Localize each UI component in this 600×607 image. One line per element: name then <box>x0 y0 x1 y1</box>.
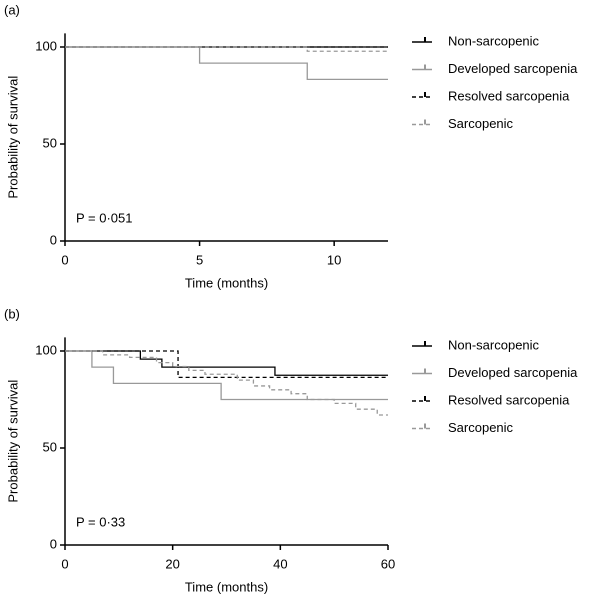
y-tick-label: 100 <box>35 38 57 53</box>
legend-label: Resolved sarcopenia <box>448 392 570 407</box>
survival-curve <box>65 350 388 379</box>
x-tick-label: 0 <box>61 252 68 267</box>
x-tick-label: 20 <box>165 556 179 571</box>
survival-curve <box>65 46 388 81</box>
x-axis-label: Time (months) <box>185 275 268 290</box>
panel-label: (b) <box>4 306 20 321</box>
y-tick-label: 0 <box>50 536 57 551</box>
x-tick-label: 5 <box>196 252 203 267</box>
legend-label: Sarcopenic <box>448 420 514 435</box>
x-tick-label: 40 <box>273 556 287 571</box>
legend-label: Developed sarcopenia <box>448 61 578 76</box>
panel-label: (a) <box>4 2 20 17</box>
survival-curve <box>65 350 388 416</box>
p-value: P = 0·33 <box>76 514 125 529</box>
y-tick-label: 100 <box>35 342 57 357</box>
legend-label: Non-sarcopenic <box>448 33 540 48</box>
x-tick-label: 60 <box>381 556 395 571</box>
legend-label: Sarcopenic <box>448 116 514 131</box>
y-tick-label: 50 <box>43 135 57 150</box>
x-tick-label: 0 <box>61 556 68 571</box>
y-axis-label: Probability of survival <box>5 380 20 503</box>
y-axis-label: Probability of survival <box>5 76 20 199</box>
p-value: P = 0·051 <box>76 210 133 225</box>
survival-curve <box>65 350 388 401</box>
x-tick-label: 10 <box>327 252 341 267</box>
y-tick-label: 50 <box>43 439 57 454</box>
legend-label: Developed sarcopenia <box>448 365 578 380</box>
legend-label: Non-sarcopenic <box>448 337 540 352</box>
y-tick-label: 0 <box>50 232 57 247</box>
survival-curve <box>65 46 388 52</box>
legend-label: Resolved sarcopenia <box>448 88 570 103</box>
x-axis-label: Time (months) <box>185 579 268 594</box>
